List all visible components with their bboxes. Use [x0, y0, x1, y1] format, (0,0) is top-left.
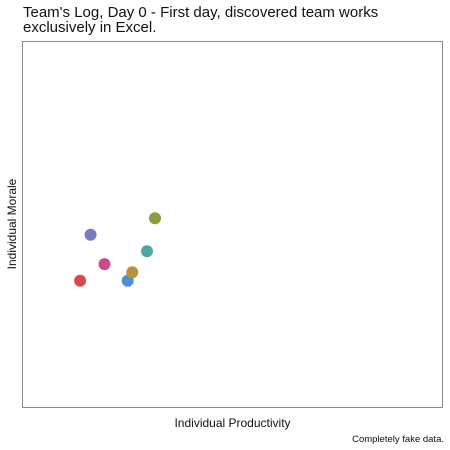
chart-title: Team's Log, Day 0 - First day, discovere… — [23, 5, 443, 35]
scatter-point-6 — [141, 245, 153, 258]
chart-title-line-1: Team's Log, Day 0 - First day, discovere… — [23, 4, 379, 21]
scatter-point-1 — [74, 274, 87, 287]
chart-caption: Completely fake data. — [352, 434, 444, 445]
scatter-point-7 — [149, 212, 161, 225]
chart-title-line-2: exclusively in Excel. — [23, 19, 157, 36]
scatter-point-2 — [84, 228, 97, 241]
plot-area — [22, 41, 443, 408]
y-axis-label: Individual Morale — [5, 178, 19, 270]
x-axis-label: Individual Productivity — [174, 416, 291, 430]
scatter-point-5 — [126, 266, 139, 279]
scatter-point-3 — [98, 258, 111, 271]
